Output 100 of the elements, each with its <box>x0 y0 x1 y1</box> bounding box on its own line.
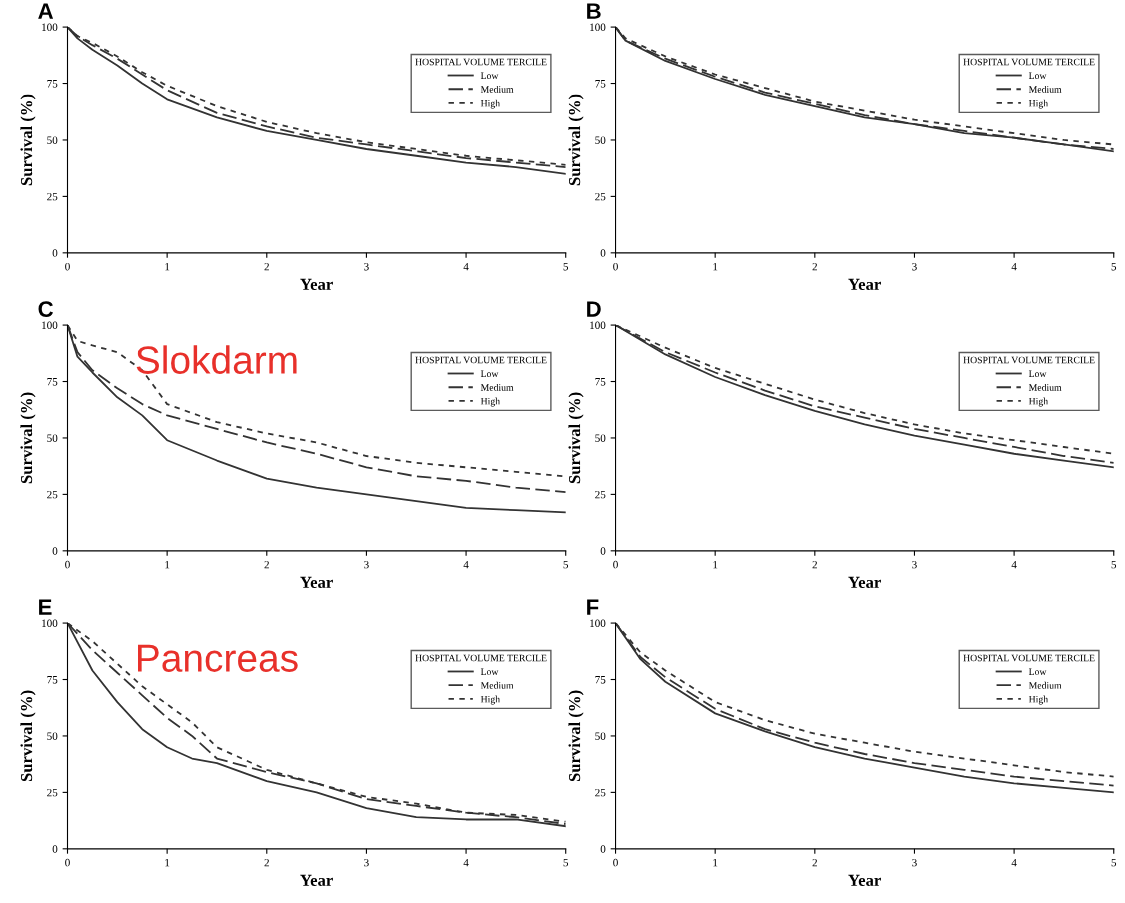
legend-label: High <box>480 695 500 705</box>
x-axis-title: Year <box>300 576 333 588</box>
legend-label: Low <box>480 668 499 675</box>
y-axis-title: Survival (%) <box>568 94 584 186</box>
x-tick-label: 4 <box>463 858 469 867</box>
y-tick-label: 0 <box>600 547 606 555</box>
x-tick-label: 1 <box>713 560 718 569</box>
chart-title: A <box>38 3 54 19</box>
y-axis-title: Survival (%) <box>20 690 36 782</box>
x-tick-label: 0 <box>65 560 70 569</box>
legend-label: Medium <box>480 85 514 93</box>
x-tick-label: 5 <box>563 858 569 867</box>
x-tick-label: 4 <box>463 560 469 569</box>
y-tick-label: 50 <box>595 434 606 442</box>
legend-label: Low <box>1028 370 1047 377</box>
legend-title: HOSPITAL VOLUME TERCILE <box>963 58 1095 66</box>
legend-title: HOSPITAL VOLUME TERCILE <box>415 356 547 364</box>
y-tick-label: 0 <box>52 547 58 555</box>
x-tick-label: 1 <box>713 262 718 271</box>
legend-label: Medium <box>480 383 514 391</box>
x-tick-label: 5 <box>563 560 569 569</box>
y-tick-label: 75 <box>47 676 58 684</box>
x-tick-label: 5 <box>1111 560 1117 569</box>
y-tick-label: 0 <box>52 845 58 853</box>
y-tick-label: 75 <box>47 378 58 386</box>
y-tick-label: 50 <box>595 732 606 740</box>
y-tick-label: 75 <box>595 378 606 386</box>
x-tick-label: 0 <box>613 262 618 271</box>
legend-label: Low <box>1028 72 1047 79</box>
x-tick-label: 3 <box>912 560 917 569</box>
legend-label: Medium <box>1028 383 1062 391</box>
y-tick-label: 50 <box>47 434 58 442</box>
x-tick-label: 2 <box>264 560 269 569</box>
x-tick-label: 2 <box>812 560 817 569</box>
x-tick-label: 2 <box>812 262 817 271</box>
y-axis-title: Survival (%) <box>568 392 584 484</box>
y-tick-label: 50 <box>595 136 606 144</box>
y-tick-label: 75 <box>595 676 606 684</box>
legend-label: Medium <box>1028 681 1062 689</box>
legend-title: HOSPITAL VOLUME TERCILE <box>963 654 1095 662</box>
x-tick-label: 1 <box>165 262 170 271</box>
legend-label: Low <box>1028 668 1047 675</box>
y-tick-label: 50 <box>47 136 58 144</box>
x-tick-label: 0 <box>65 262 70 271</box>
annotation: Slokdarm <box>136 345 297 374</box>
x-tick-label: 4 <box>1011 262 1017 271</box>
y-tick-label: 25 <box>595 788 606 797</box>
y-tick-label: 0 <box>600 249 606 257</box>
y-tick-label: 100 <box>42 619 58 628</box>
x-tick-label: 3 <box>364 858 369 867</box>
chart-title: C <box>38 301 54 317</box>
x-tick-label: 3 <box>364 560 369 569</box>
chart-title: E <box>39 599 52 615</box>
legend-label: Low <box>480 72 499 79</box>
y-tick-label: 100 <box>42 23 58 32</box>
y-tick-label: 0 <box>600 845 606 853</box>
y-tick-label: 100 <box>590 23 606 32</box>
x-tick-label: 2 <box>264 262 269 271</box>
y-tick-label: 25 <box>47 192 58 201</box>
chart-title: F <box>587 599 599 615</box>
legend-label: High <box>480 99 500 109</box>
y-axis-title: Survival (%) <box>568 690 584 782</box>
annotation: Pancreas <box>138 644 298 672</box>
x-tick-label: 2 <box>812 858 817 867</box>
y-axis-title: Survival (%) <box>20 392 36 484</box>
x-tick-label: 4 <box>463 262 469 271</box>
legend-title: HOSPITAL VOLUME TERCILE <box>963 356 1095 364</box>
x-tick-label: 3 <box>912 262 917 271</box>
x-tick-label: 1 <box>713 858 718 867</box>
x-tick-label: 1 <box>165 858 170 867</box>
x-tick-label: 0 <box>613 560 618 569</box>
y-axis-title: Survival (%) <box>20 94 36 186</box>
legend-label: High <box>1028 397 1048 407</box>
x-axis-title: Year <box>848 278 881 290</box>
x-tick-label: 5 <box>1111 263 1117 271</box>
y-tick-label: 75 <box>47 80 58 88</box>
y-tick-label: 75 <box>595 80 606 88</box>
legend-label: Low <box>480 370 499 377</box>
x-tick-label: 4 <box>1011 858 1017 867</box>
legend-label: Medium <box>1028 85 1062 93</box>
x-tick-label: 5 <box>1111 858 1117 867</box>
x-tick-label: 3 <box>912 858 917 867</box>
chart-title: B <box>587 3 601 19</box>
y-tick-label: 25 <box>47 788 58 797</box>
x-axis-title: Year <box>300 278 333 290</box>
x-tick-label: 1 <box>165 560 170 569</box>
legend-title: HOSPITAL VOLUME TERCILE <box>415 58 547 66</box>
x-tick-label: 4 <box>1011 560 1017 569</box>
y-tick-label: 25 <box>595 192 606 201</box>
y-tick-label: 50 <box>47 732 58 740</box>
y-tick-label: 100 <box>42 321 58 330</box>
y-tick-label: 100 <box>590 321 606 330</box>
legend-label: High <box>1028 695 1048 705</box>
legend-title: HOSPITAL VOLUME TERCILE <box>415 654 547 662</box>
x-axis-title: Year <box>848 576 881 588</box>
legend-label: Medium <box>480 681 514 689</box>
x-tick-label: 5 <box>563 263 569 271</box>
x-tick-label: 0 <box>65 858 70 867</box>
x-axis-title: Year <box>848 874 881 886</box>
x-tick-label: 3 <box>364 262 369 271</box>
